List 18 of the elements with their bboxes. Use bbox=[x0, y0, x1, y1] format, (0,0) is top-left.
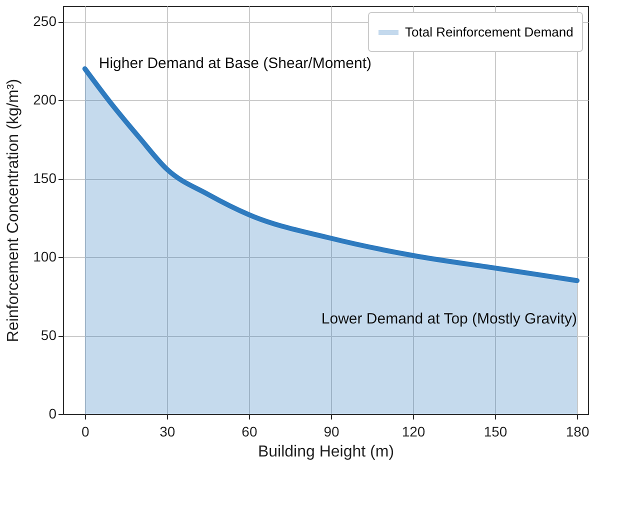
x-tick-label: 180 bbox=[566, 424, 590, 440]
x-axis-title: Building Height (m) bbox=[258, 444, 394, 460]
annotation: Lower Demand at Top (Mostly Gravity) bbox=[321, 310, 578, 328]
legend-label: Total Reinforcement Demand bbox=[405, 24, 574, 40]
x-tick-label: 60 bbox=[242, 424, 258, 440]
y-tick-label: 0 bbox=[48, 406, 57, 422]
y-tick-label: 100 bbox=[33, 248, 57, 265]
x-tick-label: 150 bbox=[484, 424, 508, 440]
y-tick-label: 250 bbox=[33, 13, 57, 30]
y-axis-title: Reinforcement Concentration (kg/m³) bbox=[5, 78, 22, 342]
x-tick-label: 0 bbox=[81, 424, 90, 440]
y-tick-label: 150 bbox=[33, 170, 57, 186]
x-tick-label: 30 bbox=[160, 424, 176, 440]
y-tick-label: 50 bbox=[40, 327, 57, 344]
annotation: Higher Demand at Base (Shear/Moment) bbox=[98, 54, 372, 72]
y-tick-label: 200 bbox=[33, 92, 57, 108]
x-tick-label: 120 bbox=[402, 424, 426, 440]
x-tick-label: 90 bbox=[324, 424, 340, 440]
